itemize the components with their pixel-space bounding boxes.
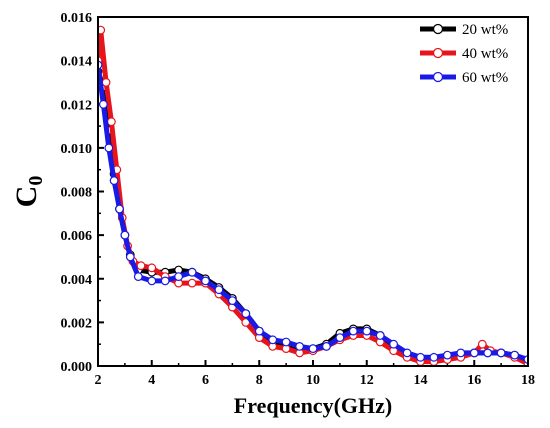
series-line [98, 69, 528, 365]
data-point [308, 344, 318, 354]
data-point [241, 309, 251, 319]
data-point [227, 296, 237, 306]
series-1 [98, 67, 528, 366]
data-point [335, 333, 345, 343]
data-point [456, 348, 466, 358]
data-point [160, 276, 170, 286]
data-point [389, 339, 399, 349]
x-tick-label: 14 [414, 373, 428, 388]
x-tick-label: 2 [95, 373, 102, 388]
legend-label: 20 wt% [462, 22, 508, 38]
legend-marker [432, 71, 444, 83]
y-tick-label: 0.004 [61, 273, 93, 288]
data-point [174, 272, 184, 282]
series-layer [98, 25, 528, 366]
data-point [402, 348, 412, 358]
data-point [187, 267, 197, 277]
x-tick-label: 6 [202, 373, 209, 388]
data-point [254, 326, 264, 336]
y-tick-label: 0.014 [61, 55, 93, 70]
data-point [187, 278, 197, 288]
data-point [322, 342, 331, 351]
series-3 [98, 60, 528, 364]
y-tick-labels: 0.000 0.002 0.004 0.006 0.008 0.010 0.012 0.014… [61, 11, 93, 375]
data-point [133, 272, 143, 282]
data-point [214, 285, 224, 295]
x-tick-label: 16 [467, 373, 481, 388]
data-point [348, 326, 358, 336]
x-tick-label: 8 [256, 373, 263, 388]
x-tick-label: 10 [306, 373, 320, 388]
data-point [104, 143, 114, 153]
data-point [106, 117, 116, 127]
data-point [98, 25, 106, 35]
x-tick-label: 4 [148, 373, 155, 388]
data-point [477, 339, 487, 349]
data-point [281, 337, 291, 347]
data-point [429, 352, 439, 362]
y-tick-label: 0.002 [61, 316, 93, 331]
y-tick-label: 0.000 [61, 360, 93, 375]
y-tick-label: 0.012 [61, 98, 93, 113]
x-axis-title: Frequency(GHz) [234, 393, 392, 418]
data-point [416, 352, 425, 362]
legend-marker [432, 23, 444, 35]
x-tick-labels: 2 4 6 8 10 12 14 16 18 [95, 373, 536, 388]
plot-frame [97, 16, 529, 367]
data-point [125, 252, 135, 262]
data-point [496, 348, 506, 358]
y-axis-title: C0 [10, 176, 47, 208]
series-line [98, 62, 528, 362]
data-point [375, 331, 385, 340]
data-point [510, 350, 519, 360]
y-axis-title-main: C [10, 186, 43, 208]
data-point [295, 342, 305, 351]
legend-label: 40 wt% [462, 46, 508, 62]
x-tick-label: 18 [521, 373, 535, 388]
data-point [268, 335, 278, 345]
y-tick-label: 0.016 [61, 11, 93, 26]
x-tick-label: 12 [360, 373, 374, 388]
data-point [201, 276, 210, 286]
y-axis-title-subscript: 0 [25, 176, 47, 186]
legend: 20 wt% 40 wt% 60 wt% [420, 22, 508, 86]
data-point [109, 176, 119, 186]
data-point [147, 263, 157, 273]
data-point [443, 350, 452, 360]
y-tick-label: 0.010 [61, 142, 93, 157]
legend-label: 60 wt% [462, 70, 508, 86]
y-tick-label: 0.008 [61, 186, 93, 201]
data-point [136, 261, 146, 271]
data-point [483, 348, 493, 358]
data-point [101, 77, 111, 87]
data-point [469, 348, 479, 358]
legend-marker [432, 47, 444, 59]
data-point [98, 99, 108, 109]
data-point [115, 204, 124, 214]
data-point [362, 326, 372, 336]
y-tick-label: 0.006 [61, 229, 93, 244]
data-point [120, 230, 130, 240]
data-point [147, 276, 157, 286]
